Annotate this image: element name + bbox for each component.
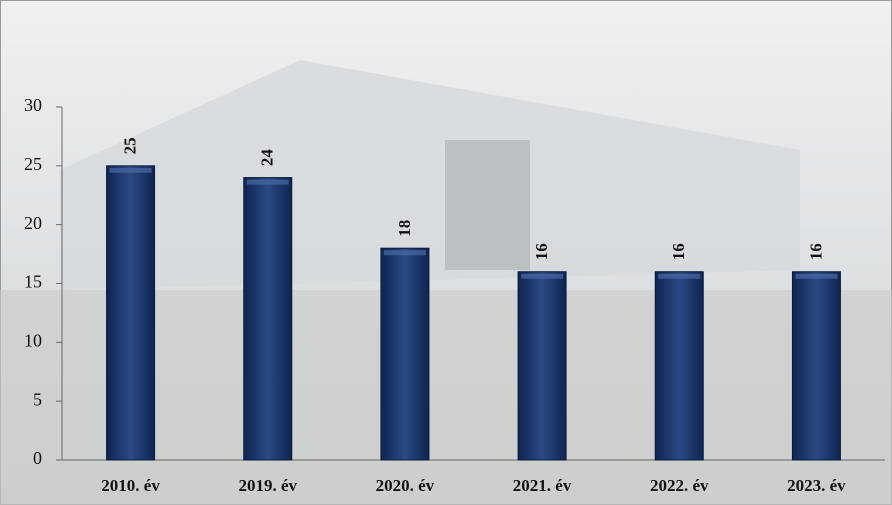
building-entrance: [445, 140, 530, 270]
bar: [380, 247, 430, 461]
x-tick-label: 2019. év: [238, 476, 297, 495]
value-label: 18: [395, 220, 414, 237]
x-tick-label: 2023. év: [787, 476, 846, 495]
bar: [517, 271, 567, 461]
bar: [243, 177, 293, 461]
bar: [791, 271, 841, 461]
y-tick-label: 20: [24, 213, 42, 233]
x-tick-label: 2021. év: [513, 476, 572, 495]
x-tick-label: 2022. év: [650, 476, 709, 495]
bar-bevel: [109, 167, 152, 173]
y-tick-label: 5: [33, 389, 42, 409]
value-label: 16: [532, 243, 551, 260]
bar: [654, 271, 704, 461]
value-label: 25: [120, 137, 139, 154]
value-label: 24: [258, 149, 277, 167]
y-tick-label: 0: [33, 448, 42, 468]
bar-bevel: [246, 179, 289, 185]
plot-area: 0 5 10 15 20 25 30 2010. év 25 2019. év 24 2020. év…: [24, 95, 885, 495]
y-tick-label: 10: [24, 330, 42, 350]
bar-bevel: [521, 273, 564, 279]
value-label: 16: [806, 243, 825, 260]
bar-bevel: [658, 273, 701, 279]
bar-bevel: [795, 273, 838, 279]
bar: [106, 165, 156, 461]
y-tick-label: 15: [24, 272, 42, 292]
y-tick-label: 30: [24, 95, 42, 115]
x-tick-label: 2020. év: [376, 476, 435, 495]
x-tick-label: 2010. év: [101, 476, 160, 495]
value-label: 16: [669, 243, 688, 260]
y-tick-label: 25: [24, 154, 42, 174]
bar-bevel: [383, 250, 426, 256]
